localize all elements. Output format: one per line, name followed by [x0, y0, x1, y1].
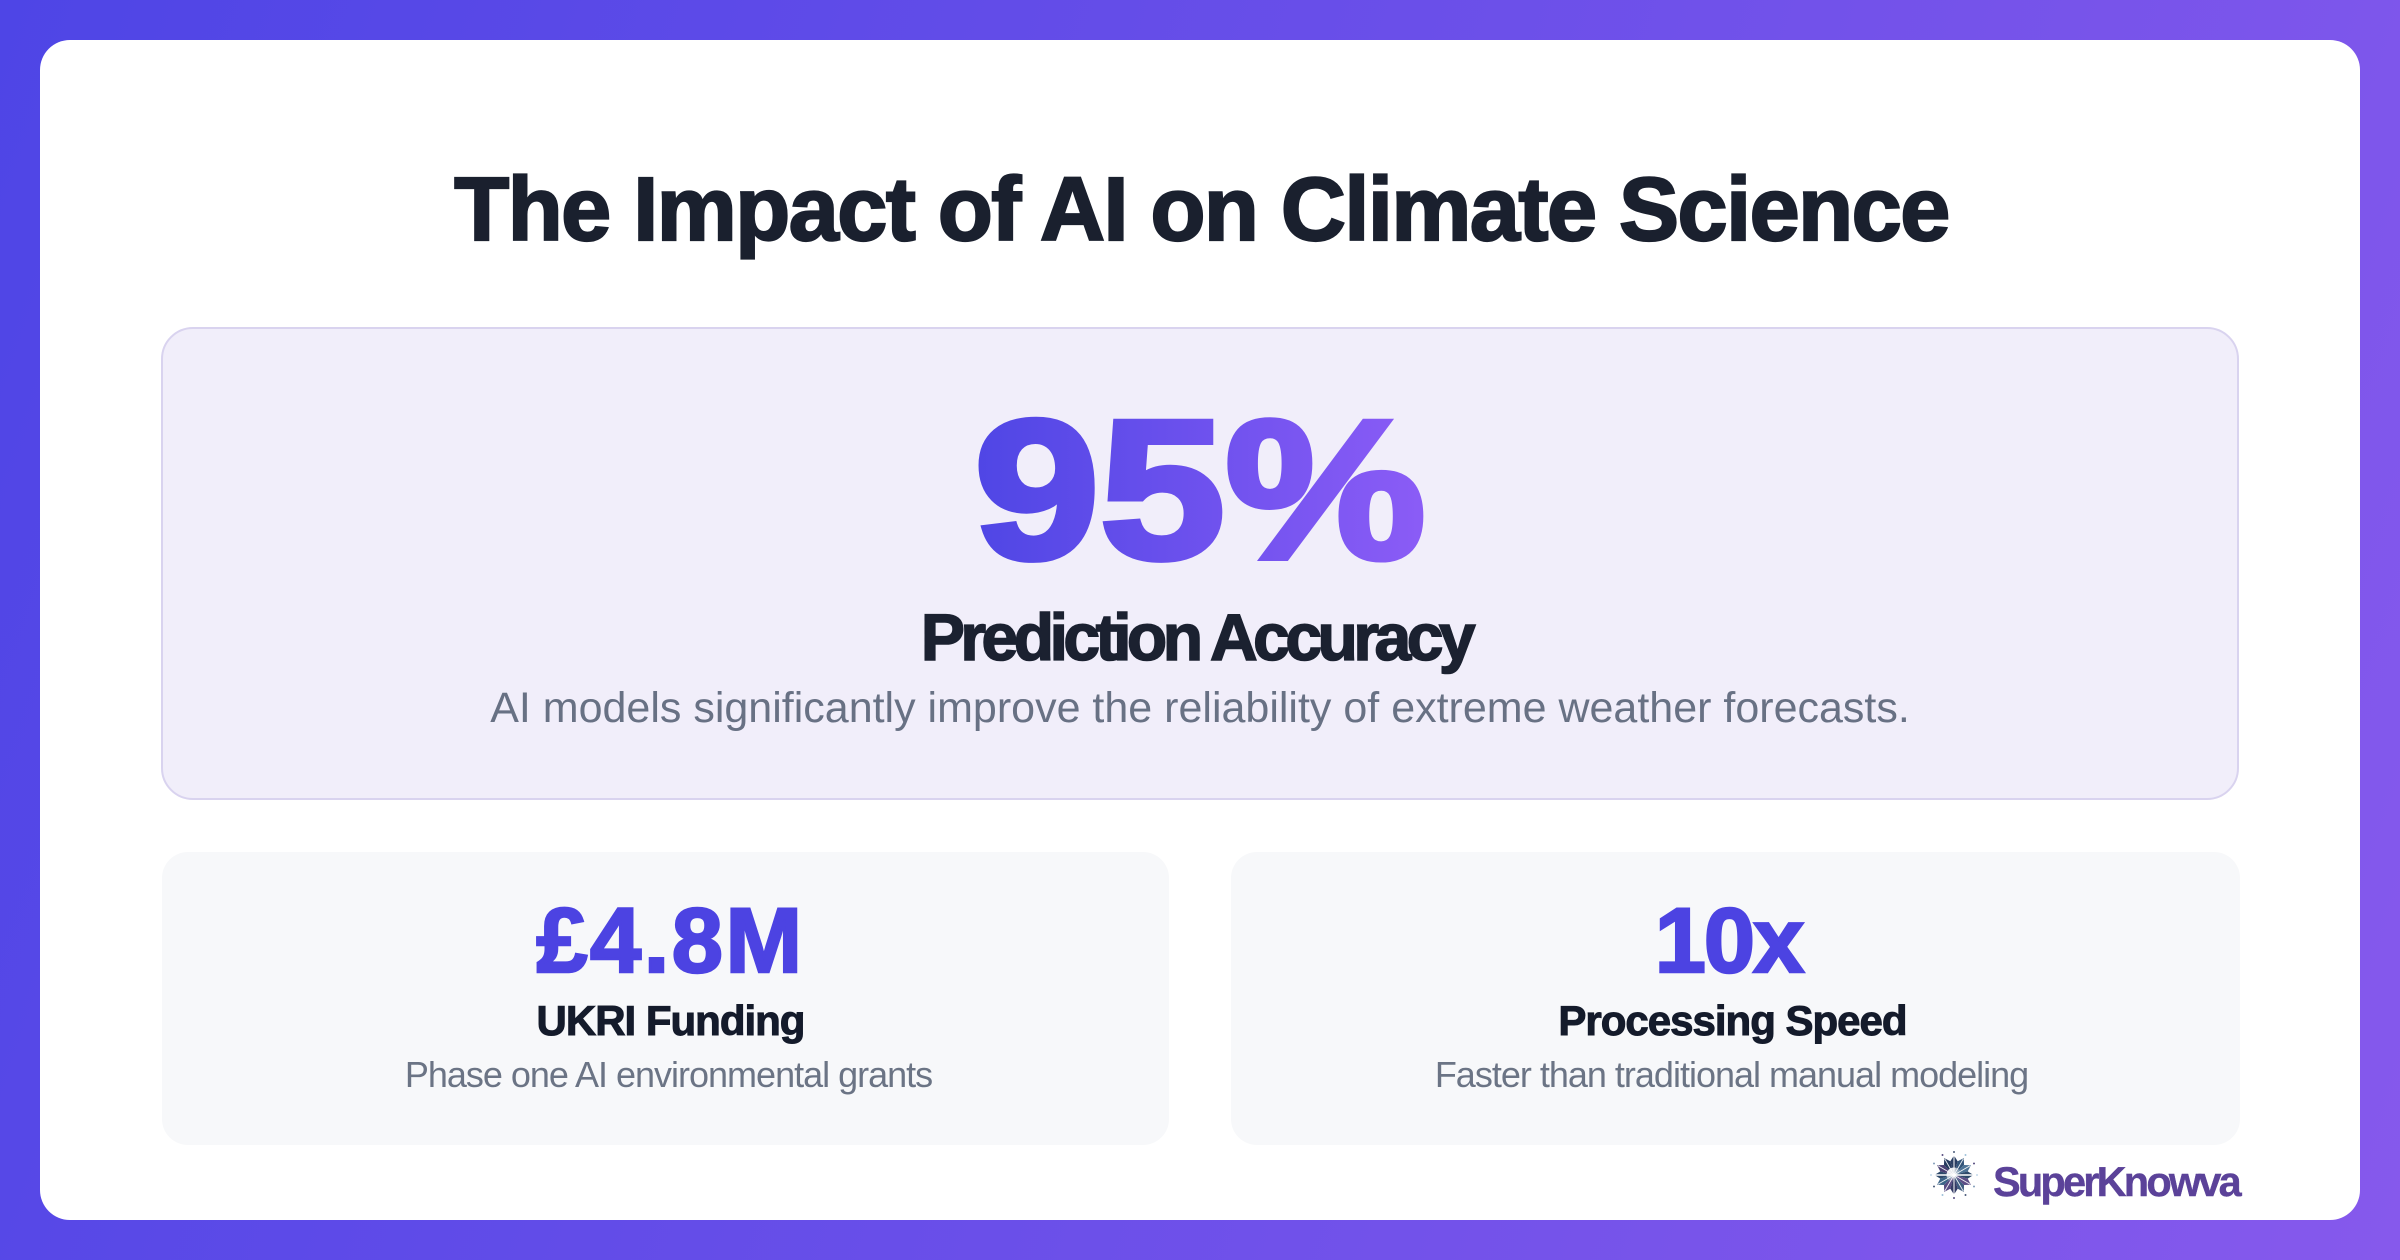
svg-text:95%: 95% — [974, 379, 1426, 600]
